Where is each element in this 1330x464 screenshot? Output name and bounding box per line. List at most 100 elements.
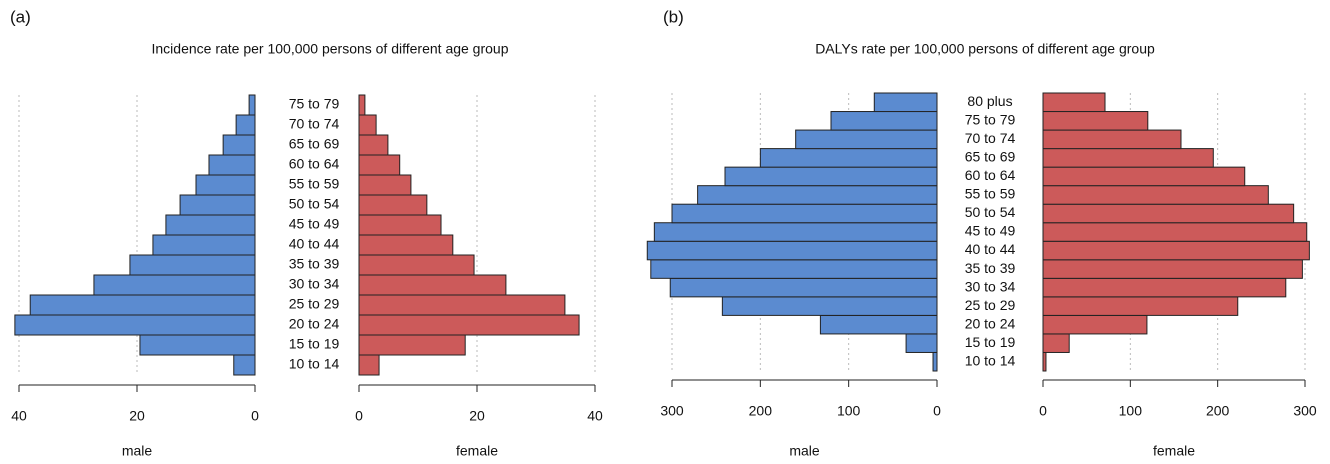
- category-label: 15 to 19: [289, 336, 340, 352]
- bar: [358, 174, 412, 196]
- x-tick-label: 300: [1293, 403, 1317, 419]
- panel-label: (b): [663, 7, 684, 26]
- bar: [358, 294, 566, 316]
- bar: [139, 334, 256, 356]
- category-label: 45 to 49: [289, 216, 340, 232]
- category-label: 20 to 24: [289, 316, 340, 332]
- panel-label: (a): [10, 7, 31, 26]
- bar: [1042, 166, 1246, 187]
- bar: [358, 154, 401, 176]
- x-tick-label: 20: [469, 408, 485, 424]
- bar: [1042, 351, 1047, 372]
- category-label: 35 to 39: [289, 256, 340, 272]
- bar: [1042, 111, 1149, 131]
- x-tick-label: 20: [129, 408, 145, 424]
- bar: [905, 333, 938, 353]
- bar: [152, 234, 256, 256]
- bar: [830, 111, 938, 131]
- bar: [129, 254, 256, 276]
- chart-title: DALYs rate per 100,000 persons of differ…: [815, 41, 1155, 57]
- axis-label: female: [1153, 443, 1195, 459]
- bar: [873, 92, 938, 113]
- bar: [1042, 240, 1310, 261]
- bar: [358, 194, 428, 216]
- category-label: 30 to 34: [965, 278, 1016, 294]
- category-label: 75 to 79: [289, 96, 340, 112]
- bar: [14, 314, 256, 336]
- category-label: 55 to 59: [289, 176, 340, 192]
- x-tick-label: 200: [749, 403, 773, 419]
- category-label: 25 to 29: [289, 296, 340, 312]
- x-tick-label: 100: [1119, 403, 1143, 419]
- bar: [1042, 314, 1148, 335]
- x-tick-label: 0: [355, 408, 363, 424]
- category-label: 60 to 64: [289, 156, 340, 172]
- bar: [29, 294, 256, 316]
- bar: [358, 254, 475, 276]
- bar: [1042, 129, 1182, 150]
- category-label: 60 to 64: [965, 167, 1016, 183]
- category-label: 35 to 39: [965, 260, 1016, 276]
- chart-title: Incidence rate per 100,000 persons of di…: [152, 41, 509, 57]
- category-label: 30 to 34: [289, 276, 340, 292]
- x-tick-label: 200: [1206, 403, 1230, 419]
- bar: [1042, 296, 1239, 316]
- x-tick-label: 300: [660, 403, 684, 419]
- category-label: 10 to 14: [965, 352, 1016, 368]
- bar: [165, 214, 256, 236]
- bar: [358, 134, 389, 156]
- bar: [669, 277, 938, 298]
- category-label: 10 to 14: [289, 356, 340, 372]
- category-label: 75 to 79: [965, 112, 1016, 128]
- bar: [208, 154, 256, 176]
- axis-label: female: [456, 443, 498, 459]
- bar: [759, 148, 938, 168]
- bar: [1042, 92, 1106, 113]
- x-tick-label: 0: [1039, 403, 1047, 419]
- category-label: 70 to 74: [965, 130, 1016, 146]
- bar: [222, 134, 256, 156]
- bar: [179, 194, 256, 216]
- bar: [1042, 259, 1303, 279]
- bar: [671, 203, 938, 224]
- axis-label: male: [122, 443, 153, 459]
- x-tick-label: 40: [11, 408, 27, 424]
- bar: [646, 240, 938, 261]
- bar: [358, 214, 442, 236]
- bar: [1042, 333, 1070, 353]
- bar: [1042, 203, 1295, 224]
- bar: [358, 94, 366, 116]
- category-label: 70 to 74: [289, 116, 340, 132]
- bar: [358, 334, 466, 356]
- bar: [93, 274, 256, 296]
- bar: [650, 259, 938, 279]
- category-label: 25 to 29: [965, 297, 1016, 313]
- bar: [1042, 277, 1287, 298]
- x-tick-label: 100: [837, 403, 861, 419]
- x-tick-label: 0: [933, 403, 941, 419]
- category-label: 40 to 44: [289, 236, 340, 252]
- bar: [358, 114, 377, 136]
- x-tick-label: 0: [251, 408, 259, 424]
- x-tick-label: 40: [587, 408, 603, 424]
- bar: [233, 354, 256, 376]
- bar: [697, 185, 938, 205]
- bar: [358, 354, 380, 376]
- bar: [235, 114, 256, 136]
- category-label: 65 to 69: [289, 136, 340, 152]
- category-label: 65 to 69: [965, 149, 1016, 165]
- category-label: 80 plus: [967, 93, 1012, 109]
- category-label: 55 to 59: [965, 186, 1016, 202]
- bar: [932, 351, 938, 372]
- bar: [248, 94, 256, 116]
- bar: [795, 129, 938, 150]
- bar: [358, 234, 454, 256]
- category-label: 50 to 54: [289, 196, 340, 212]
- bar: [724, 166, 938, 187]
- bar: [195, 174, 256, 196]
- category-label: 15 to 19: [965, 334, 1016, 350]
- category-label: 20 to 24: [965, 315, 1016, 331]
- bar: [1042, 222, 1308, 242]
- category-label: 50 to 54: [965, 204, 1016, 220]
